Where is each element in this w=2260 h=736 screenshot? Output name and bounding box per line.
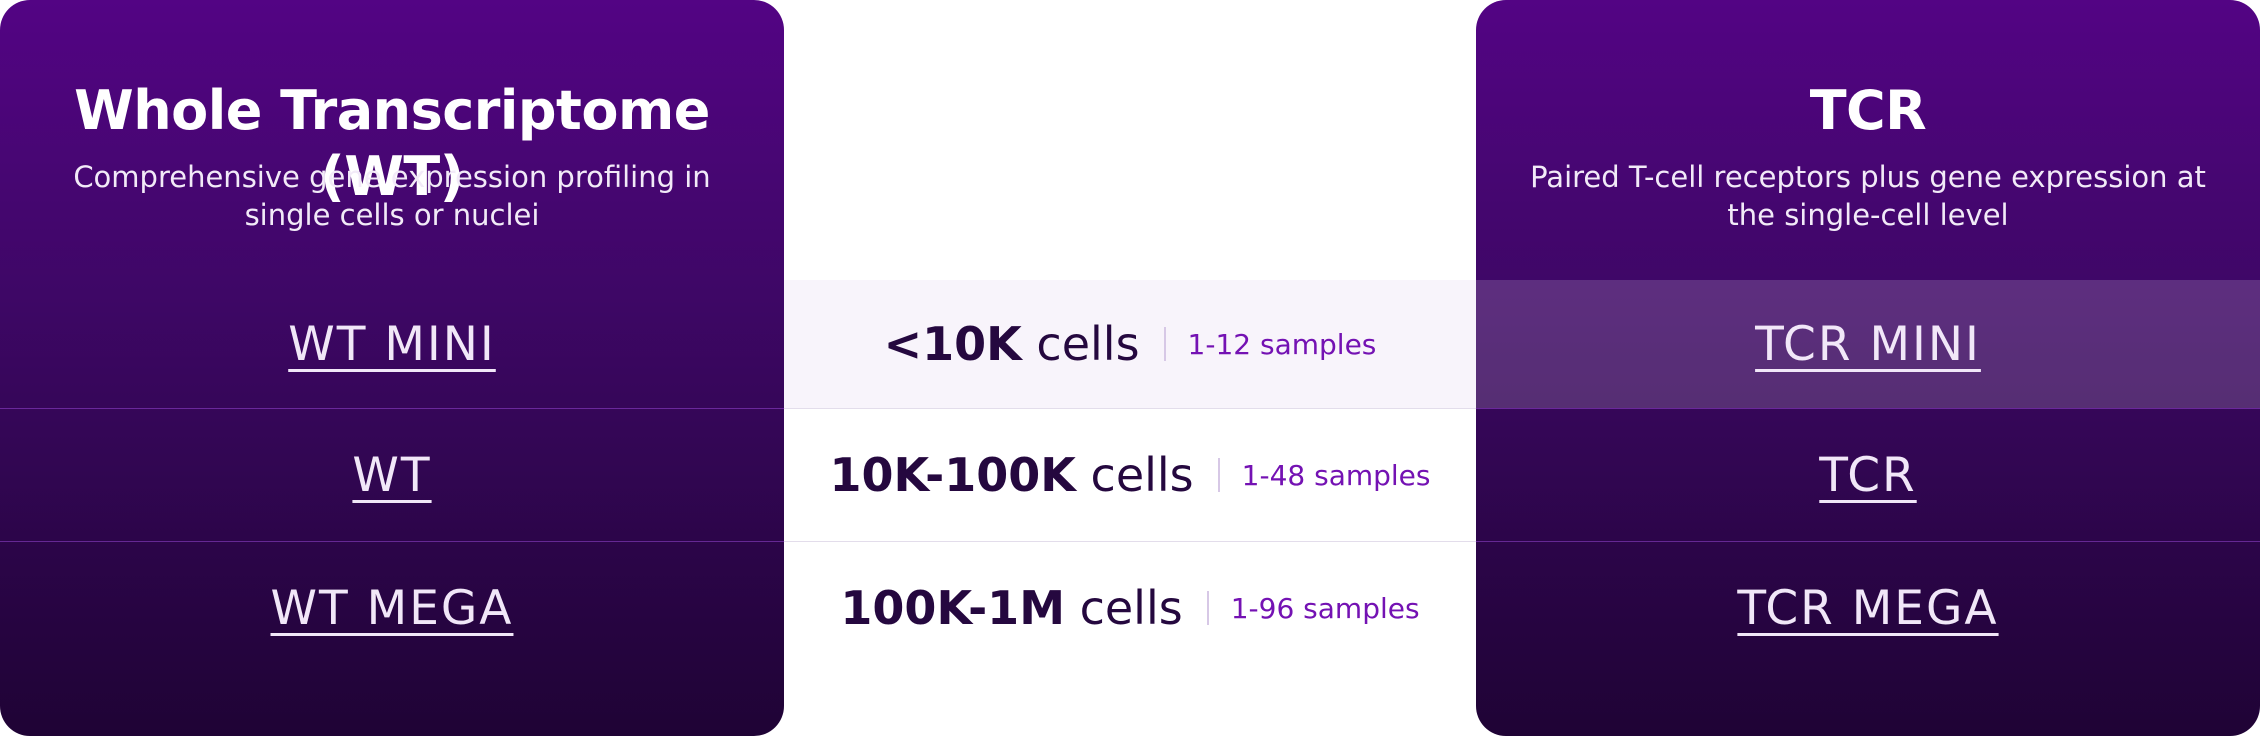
tcr-row-mega: TCR MEGA: [1476, 541, 2260, 674]
wt-row-mega: WT MEGA: [0, 541, 784, 674]
wt-row-standard: WT: [0, 408, 784, 541]
cells-count: 100K-1M cells: [840, 581, 1182, 635]
cells-count: <10K cells: [884, 317, 1140, 371]
tcr-link[interactable]: TCR: [1819, 447, 1917, 503]
scale-row-mega: 100K-1M cells 1-96 samples: [784, 541, 1476, 674]
cells-value: <10K: [883, 317, 1022, 371]
wt-panel-subtitle: Comprehensive gene expression profiling …: [73, 160, 711, 232]
wt-mega-link[interactable]: WT MEGA: [270, 580, 514, 636]
cells-value: 100K-1M: [840, 581, 1065, 635]
wt-panel-header: Whole Transcriptome (WT) Comprehensive g…: [0, 0, 784, 280]
wt-row-mini: WT MINI: [0, 280, 784, 408]
divider: [1206, 591, 1209, 625]
samples-range: 1-12 samples: [1187, 327, 1377, 361]
tcr-row-mini: TCR MINI: [1476, 280, 2260, 408]
wt-mini-link[interactable]: WT MINI: [288, 316, 496, 372]
wt-panel-title: Whole Transcriptome (WT): [74, 79, 710, 208]
tcr-panel: TCR Paired T-cell receptors plus gene ex…: [1476, 0, 2260, 736]
tcr-row-standard: TCR: [1476, 408, 2260, 541]
cells-unit: cells: [1036, 317, 1140, 371]
scale-column: <10K cells 1-12 samples 10K-100K cells 1…: [784, 0, 1476, 736]
tcr-mega-link[interactable]: TCR MEGA: [1737, 580, 1999, 636]
cells-value: 10K-100K: [829, 448, 1076, 502]
tcr-mini-link[interactable]: TCR MINI: [1755, 316, 1981, 372]
divider: [1217, 458, 1220, 492]
cells-unit: cells: [1090, 448, 1194, 502]
samples-range: 1-96 samples: [1230, 591, 1420, 625]
scale-row-standard: 10K-100K cells 1-48 samples: [784, 408, 1476, 541]
cells-unit: cells: [1079, 581, 1183, 635]
tcr-panel-header: TCR Paired T-cell receptors plus gene ex…: [1476, 0, 2260, 280]
samples-range: 1-48 samples: [1241, 458, 1431, 492]
wt-panel: Whole Transcriptome (WT) Comprehensive g…: [0, 0, 784, 736]
tcr-panel-subtitle: Paired T-cell receptors plus gene expres…: [1530, 160, 2206, 232]
wt-link[interactable]: WT: [352, 447, 432, 503]
tcr-panel-title: TCR: [1809, 79, 1927, 142]
cells-count: 10K-100K cells: [829, 448, 1193, 502]
scale-row-mini: <10K cells 1-12 samples: [784, 280, 1476, 408]
divider: [1163, 327, 1166, 361]
